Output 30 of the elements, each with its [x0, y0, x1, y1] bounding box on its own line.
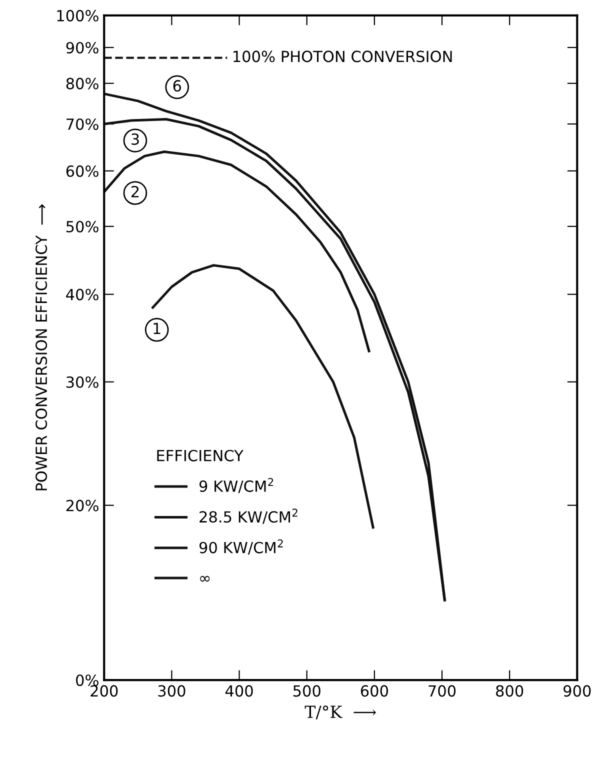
y-tick-label: 0% [76, 674, 98, 686]
y-tick-label: 30% [66, 376, 98, 388]
annotation: 1 [154, 322, 160, 334]
y-tick-label: 60% [66, 165, 98, 177]
y-tick-label: 70% [66, 118, 98, 130]
annotation: 2 [131, 186, 139, 198]
y-tick-label: 50% [66, 220, 98, 232]
ref-line-label: 100% PHOTON CONVERSION [234, 50, 452, 62]
x-tick-label: 600 [360, 685, 388, 697]
legend-label: 28.5 KW/CM$^{2}$ [200, 508, 298, 524]
x-tick-label: 900 [564, 685, 591, 697]
x-tick-label: 300 [158, 685, 186, 697]
x-tick-label: 700 [428, 685, 456, 697]
annotation: 3 [132, 133, 139, 145]
x-tick-label: 400 [225, 685, 253, 697]
legend-label: 90 KW/CM$^{2}$ [199, 539, 283, 555]
x-tick-label: 200 [90, 685, 118, 697]
x-tick-label: 800 [496, 685, 524, 697]
legend-label: 9 KW/CM$^{2}$ [199, 478, 274, 494]
x-tick-label: 500 [293, 685, 320, 697]
legend-label: ∞ [200, 576, 210, 582]
y-tick-label: 90% [66, 42, 98, 54]
legend-title: EFFICIENCY [157, 450, 244, 462]
y-tick-label: 100% [57, 10, 98, 22]
y-tick-label: 20% [66, 500, 98, 512]
y-tick-label: 40% [66, 288, 98, 300]
y-tick-label: 80% [66, 78, 98, 90]
x-axis-title: T/°K ⟶ [304, 706, 376, 720]
y-axis-title: POWER CONVERSION EFFICIENCY ⟶ [36, 204, 48, 490]
annotation: 6 [173, 80, 182, 92]
